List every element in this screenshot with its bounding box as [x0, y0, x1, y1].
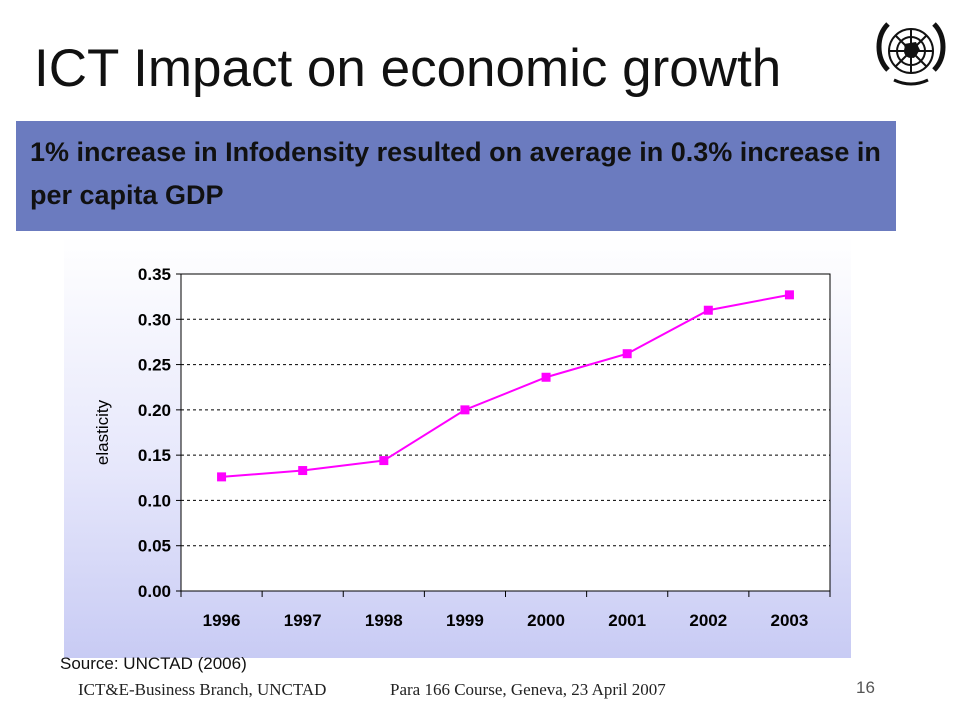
x-tick-label: 2003: [771, 611, 809, 630]
y-tick-label: 0.35: [138, 265, 171, 284]
data-point: [298, 466, 308, 476]
page-number: 16: [856, 678, 875, 697]
x-tick-label: 2000: [527, 611, 565, 630]
data-point: [784, 290, 794, 300]
footer-organization: ICT&E-Business Branch, UNCTAD: [78, 680, 327, 699]
x-tick-label: 1997: [284, 611, 322, 630]
y-tick-label: 0.25: [138, 356, 171, 375]
data-point: [460, 405, 470, 415]
data-point: [217, 472, 227, 482]
data-point: [541, 372, 551, 382]
x-tick-label: 2002: [689, 611, 727, 630]
y-tick-label: 0.30: [138, 310, 171, 329]
data-point: [622, 349, 632, 359]
x-tick-label: 1999: [446, 611, 484, 630]
plot-area: [181, 274, 830, 591]
x-tick-label: 1998: [365, 611, 403, 630]
data-point: [379, 456, 389, 466]
chart-area: 0.00 0.05 0.10 0.15 0.20 0.25 0.30 0.35 1996 1997…: [64, 236, 851, 658]
y-tick-label: 0.00: [138, 582, 171, 601]
data-point: [703, 305, 713, 315]
y-tick-label: 0.15: [138, 446, 171, 465]
key-finding-text: 1% increase in Infodensity resulted on a…: [30, 137, 881, 210]
elasticity-line-chart: 0.00 0.05 0.10 0.15 0.20 0.25 0.30 0.35 1996 1997…: [93, 265, 831, 630]
y-tick-label: 0.05: [138, 537, 171, 556]
source-note: Source: UNCTAD (2006): [60, 654, 247, 673]
x-tick-label: 2001: [608, 611, 646, 630]
slide-title: ICT Impact on economic growth: [34, 39, 782, 98]
series-line: [221, 293, 790, 478]
key-finding-banner: 1% increase in Infodensity resulted on a…: [16, 121, 896, 231]
y-tick-label: 0.10: [138, 491, 171, 510]
footer-event: Para 166 Course, Geneva, 23 April 2007: [390, 680, 666, 699]
un-emblem-icon: [876, 22, 946, 86]
x-tick-label: 1996: [203, 611, 241, 630]
y-tick-label: 0.20: [138, 401, 171, 420]
y-axis-label: elasticity: [93, 399, 112, 465]
